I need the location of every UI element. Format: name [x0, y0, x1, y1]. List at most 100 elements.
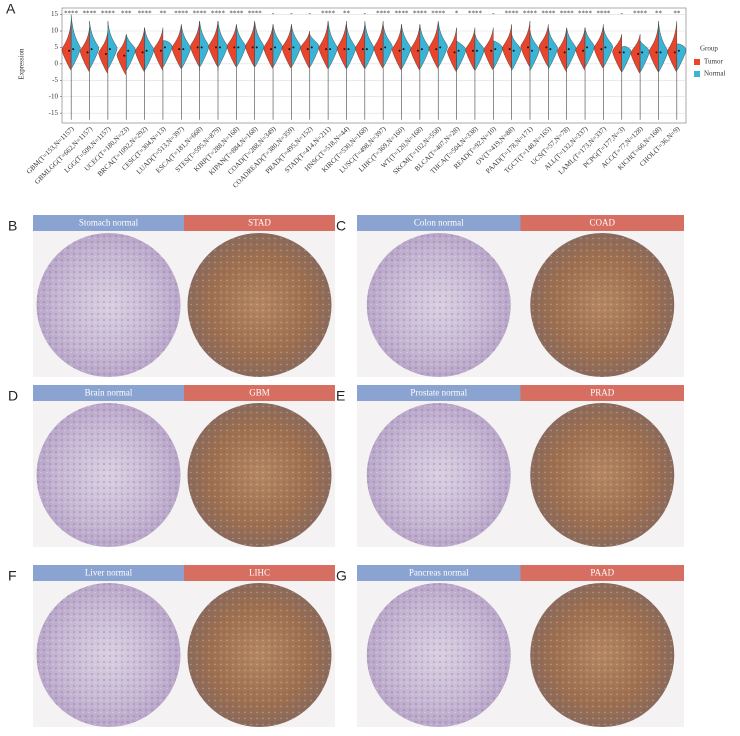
significance-label: **** [578, 10, 593, 18]
median-dot [233, 46, 236, 49]
significance-label: **** [468, 10, 483, 18]
median-dot [655, 51, 658, 54]
violin-half [181, 24, 191, 70]
normal-label: Pancreas normal [409, 568, 469, 578]
median-dot [365, 48, 368, 51]
violin-half [126, 34, 136, 71]
violin-half [327, 21, 338, 70]
significance-label: ** [343, 10, 351, 18]
violin-half [612, 34, 622, 73]
violin-half [300, 30, 310, 70]
violin-half [107, 21, 118, 70]
normal-tissue-image-texture [36, 403, 181, 547]
significance-label: ** [655, 10, 663, 18]
median-dot [637, 53, 640, 55]
plot-frame [61, 7, 687, 124]
violin-half [676, 43, 687, 71]
violin-half [337, 21, 347, 70]
legend-title: Group [700, 45, 718, 53]
legend-label: Tumor [704, 58, 723, 66]
significance-label: **** [321, 10, 336, 18]
median-dot [402, 48, 405, 51]
violin-half [162, 40, 173, 68]
violin-half [226, 24, 237, 68]
normal-tissue-image-texture [36, 233, 181, 377]
tumor-label: STAD [248, 218, 271, 228]
significance-label: ** [673, 10, 681, 18]
median-dot [439, 46, 442, 49]
y-tick-label: 0 [55, 59, 59, 67]
violin-half [603, 27, 613, 68]
violin-half [639, 40, 650, 73]
median-dot [182, 48, 185, 51]
normal-label: Colon normal [414, 218, 464, 228]
violin-half [410, 24, 421, 71]
median-dot [219, 46, 221, 49]
violin-half [355, 24, 366, 70]
median-dot [215, 46, 217, 49]
median-dot [416, 49, 419, 52]
median-dot [292, 46, 295, 49]
significance-label: - [621, 10, 624, 18]
panel-letter: D [8, 388, 18, 404]
tumor-label: GBM [249, 388, 270, 398]
violin-half [98, 30, 109, 75]
tumor-header [184, 565, 335, 581]
violin-half [649, 24, 659, 73]
normal-header [357, 385, 521, 401]
violin-half [502, 24, 512, 70]
violin-half [171, 24, 182, 70]
significance-label: **** [138, 10, 153, 18]
median-dot [453, 51, 456, 54]
median-dot [196, 46, 199, 49]
significance-label: *** [121, 10, 132, 18]
normal-header [357, 215, 521, 231]
violin-half [153, 27, 164, 71]
significance-label: **** [596, 10, 611, 18]
violin-half [382, 24, 393, 68]
median-dot [108, 48, 111, 51]
tumor-label: LIHC [249, 568, 270, 578]
tumor-header [184, 385, 335, 401]
violin-half [217, 21, 228, 68]
significance-label: **** [248, 10, 263, 18]
normal-label: Prostate normal [410, 388, 467, 398]
median-dot [347, 48, 350, 51]
violin-half [263, 24, 274, 70]
normal-header [33, 215, 184, 231]
violin-half [630, 34, 641, 75]
violin-half [438, 21, 448, 68]
violin-half [566, 27, 577, 70]
median-dot [604, 46, 607, 49]
violin-half [116, 34, 127, 76]
median-dot [494, 48, 497, 51]
median-dot [127, 49, 130, 52]
significance-label: **** [505, 10, 520, 18]
normal-label: Brain normal [85, 388, 133, 398]
median-dot [618, 51, 621, 54]
median-dot [475, 49, 478, 52]
median-dot [178, 48, 181, 51]
median-dot [512, 49, 515, 52]
median-dot [343, 48, 346, 51]
normal-label: Stomach normal [79, 218, 139, 228]
median-dot [622, 51, 625, 54]
legend-swatch [694, 59, 700, 65]
significance-label: **** [193, 10, 208, 18]
significance-label: - [492, 10, 495, 18]
median-dot [677, 49, 680, 52]
violin-half [658, 21, 668, 73]
panel-letter: F [8, 568, 17, 584]
median-dot [270, 48, 273, 51]
tumor-header [184, 215, 335, 231]
y-tick-label: -5 [52, 76, 58, 84]
significance-label: **** [83, 10, 98, 18]
y-tick-label: 15 [51, 10, 59, 18]
violin-half [557, 27, 567, 73]
significance-label: **** [376, 10, 391, 18]
median-dot [659, 51, 662, 54]
violin-half [594, 24, 604, 70]
violin-half [309, 34, 320, 68]
violin-half [465, 27, 476, 71]
significance-label: **** [101, 10, 116, 18]
